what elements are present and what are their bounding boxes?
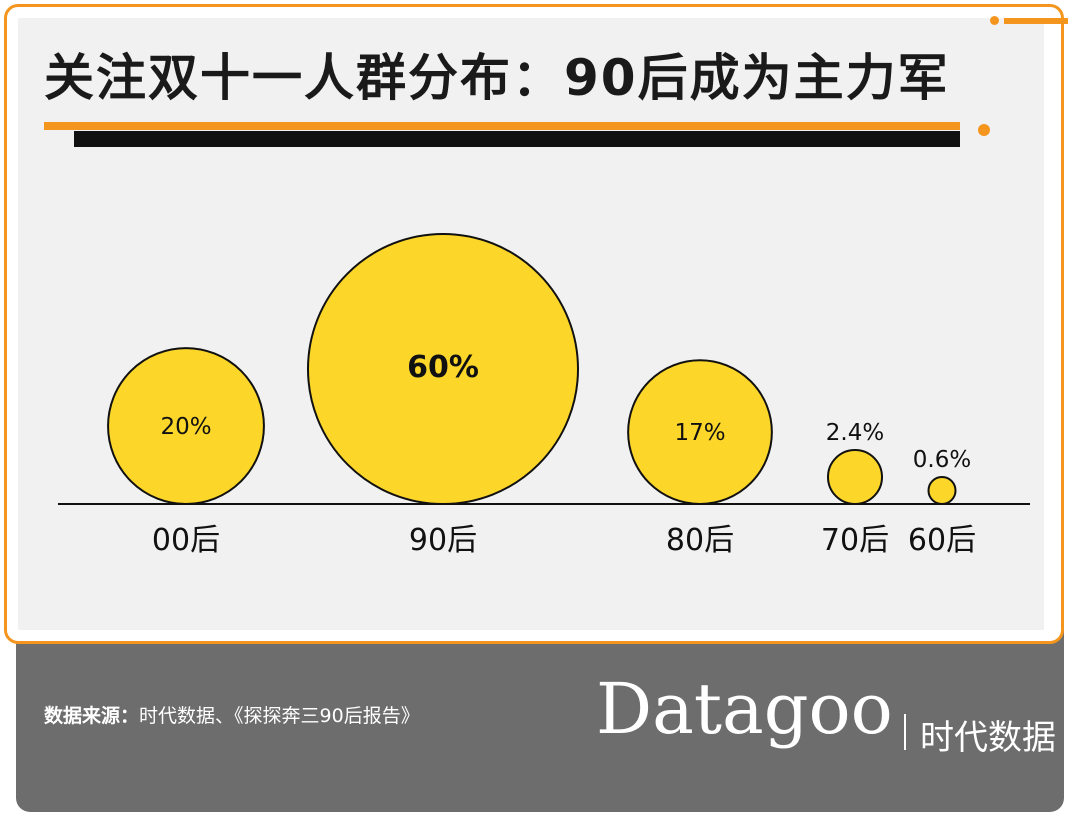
brand-divider: [904, 714, 906, 750]
source-note: 数据来源：时代数据、《探探奔三90后报告》: [44, 702, 444, 730]
bubble-value-label-1: 60%: [407, 350, 479, 385]
bubble-0: [107, 347, 265, 505]
title-underline-dot: [978, 124, 990, 136]
title-underline-black: [74, 131, 960, 147]
bubble-value-label-0: 20%: [160, 414, 211, 440]
brand-logo: Datagoo: [596, 668, 893, 750]
bubble-value-label-4: 0.6%: [913, 447, 971, 473]
bubble-value-label-3: 2.4%: [826, 420, 884, 446]
bubble-4: [927, 476, 957, 505]
category-label-0: 00后: [152, 523, 220, 558]
bubble-1: [307, 233, 579, 505]
bubble-value-label-2: 17%: [674, 420, 725, 446]
category-label-2: 80后: [666, 523, 734, 558]
category-label-4: 60后: [908, 523, 976, 558]
source-text: 时代数据、《探探奔三90后报告》: [139, 705, 420, 727]
corner-accent-bar: [1004, 18, 1068, 24]
brand-cn-name: 时代数据: [920, 718, 1056, 758]
bubble-3: [827, 449, 883, 505]
chart-title: 关注双十一人群分布：90后成为主力军: [44, 49, 950, 107]
category-label-3: 70后: [821, 523, 889, 558]
bubble-2: [627, 359, 773, 506]
title-underline-orange: [44, 122, 960, 130]
category-label-1: 90后: [409, 523, 477, 558]
source-label: 数据来源：: [44, 705, 140, 727]
corner-accent-dot: [990, 16, 999, 25]
